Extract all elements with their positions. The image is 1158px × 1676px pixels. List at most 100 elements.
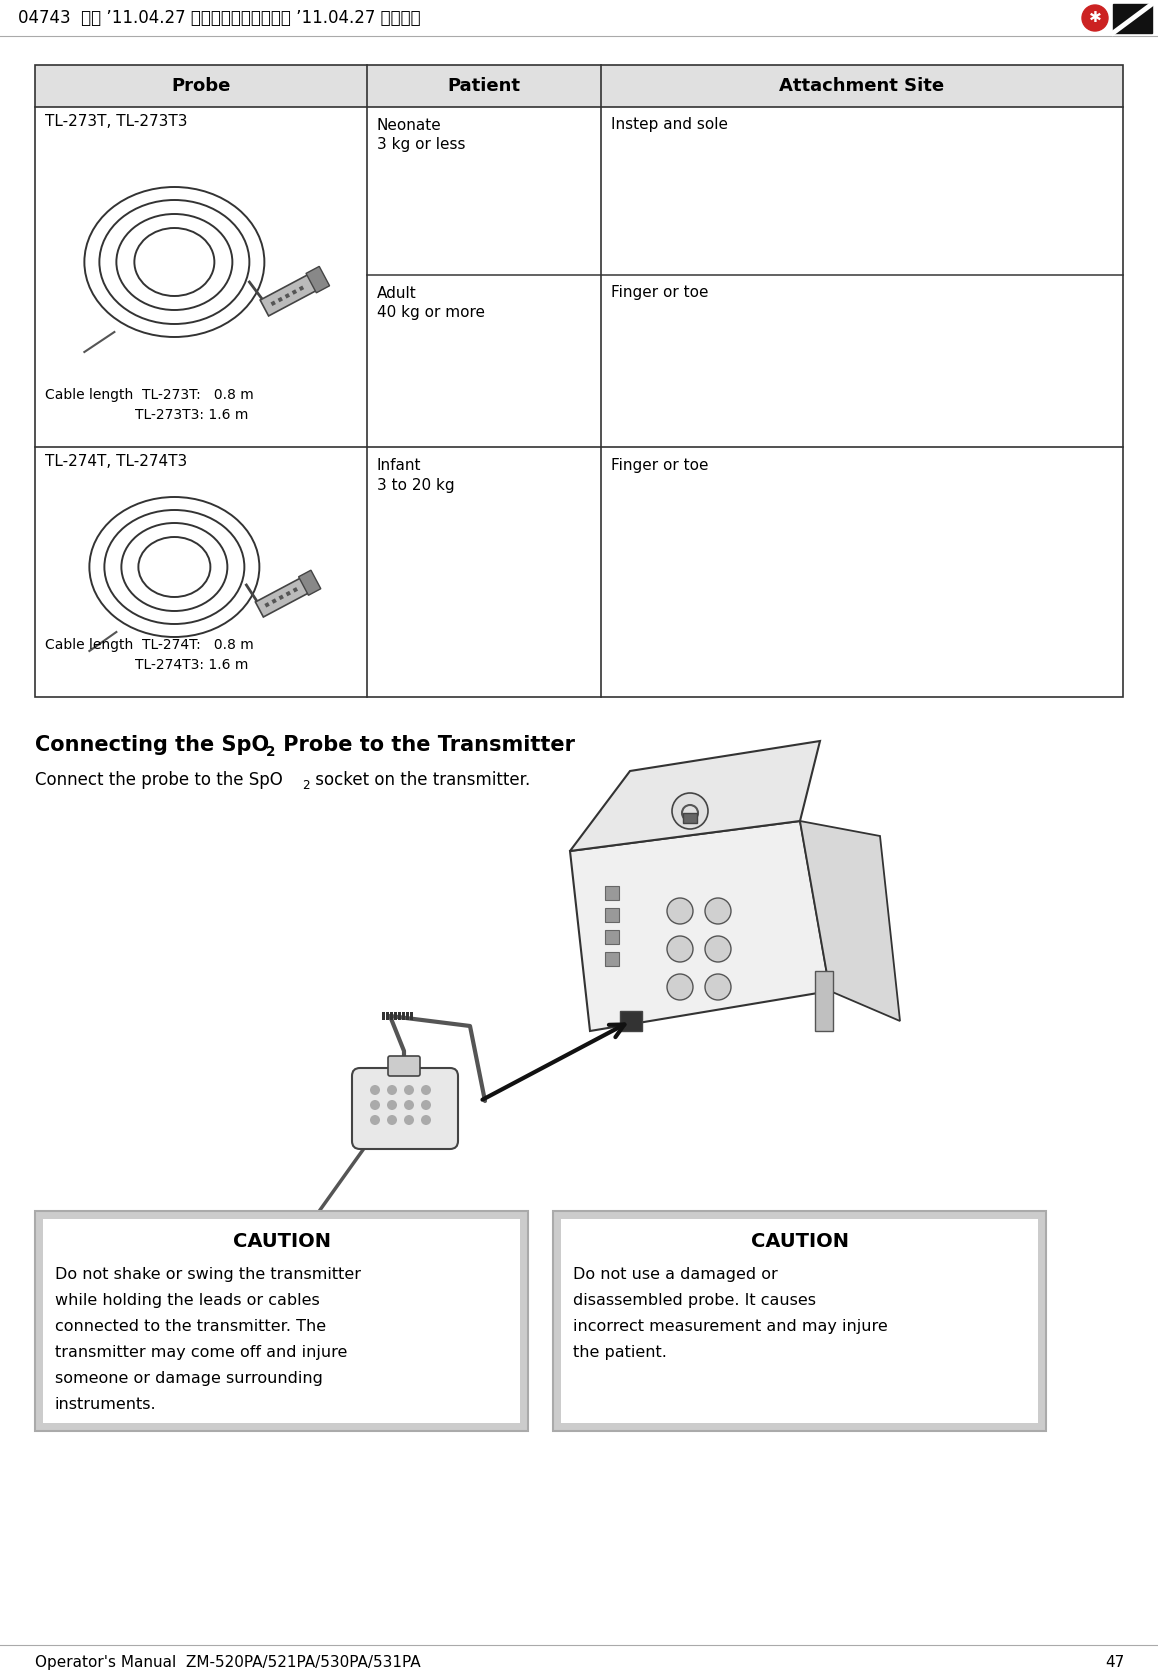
Bar xyxy=(35,65,1123,697)
Text: Probe: Probe xyxy=(171,77,230,96)
Bar xyxy=(35,1212,528,1431)
Text: TL-274T, TL-274T3: TL-274T, TL-274T3 xyxy=(45,454,188,469)
Bar xyxy=(271,598,277,603)
Bar xyxy=(293,587,298,593)
Bar xyxy=(620,1011,642,1031)
Circle shape xyxy=(404,1099,415,1110)
Circle shape xyxy=(422,1099,431,1110)
Circle shape xyxy=(387,1099,397,1110)
Text: Adult: Adult xyxy=(376,285,417,300)
Text: Cable length  TL-273T:   0.8 m: Cable length TL-273T: 0.8 m xyxy=(45,389,254,402)
Bar xyxy=(390,1012,393,1021)
Circle shape xyxy=(387,1115,397,1125)
Circle shape xyxy=(667,974,692,1001)
Text: Finger or toe: Finger or toe xyxy=(610,458,709,473)
Circle shape xyxy=(422,1084,431,1094)
Bar xyxy=(815,970,833,1031)
Bar xyxy=(410,1012,413,1021)
Text: Connecting the SpO: Connecting the SpO xyxy=(35,736,269,754)
Circle shape xyxy=(672,793,708,830)
Circle shape xyxy=(705,898,731,923)
Circle shape xyxy=(705,935,731,962)
Bar xyxy=(292,290,298,295)
Text: Operator's Manual  ZM-520PA/521PA/530PA/531PA: Operator's Manual ZM-520PA/521PA/530PA/5… xyxy=(35,1654,420,1669)
Circle shape xyxy=(1082,5,1108,30)
Text: instruments.: instruments. xyxy=(54,1398,156,1411)
Text: Cable length  TL-274T:   0.8 m: Cable length TL-274T: 0.8 m xyxy=(45,639,254,652)
Bar xyxy=(299,285,305,292)
Bar xyxy=(279,595,284,600)
Bar xyxy=(554,1212,1046,1431)
Circle shape xyxy=(371,1099,380,1110)
Polygon shape xyxy=(299,570,321,595)
Text: CAUTION: CAUTION xyxy=(233,1232,330,1250)
Circle shape xyxy=(404,1115,415,1125)
Bar xyxy=(382,1012,384,1021)
Text: 04743  作成 ’11.04.27 阿山　悠己　　　承認 ’11.04.27 真柄　睹: 04743 作成 ’11.04.27 阿山 悠己 承認 ’11.04.27 真柄… xyxy=(19,8,420,27)
Text: Infant: Infant xyxy=(376,458,422,473)
Bar xyxy=(278,297,283,302)
Bar xyxy=(406,1012,409,1021)
Text: Do not shake or swing the transmitter: Do not shake or swing the transmitter xyxy=(54,1267,361,1282)
Bar xyxy=(264,602,270,607)
FancyBboxPatch shape xyxy=(388,1056,420,1076)
FancyBboxPatch shape xyxy=(352,1068,459,1150)
Text: 3 kg or less: 3 kg or less xyxy=(376,137,466,153)
Text: disassembled probe. It causes: disassembled probe. It causes xyxy=(573,1292,816,1307)
Polygon shape xyxy=(1113,3,1152,34)
Text: TL-274T3: 1.6 m: TL-274T3: 1.6 m xyxy=(135,659,248,672)
Text: 40 kg or more: 40 kg or more xyxy=(376,305,485,320)
Bar xyxy=(604,908,620,922)
Text: TL-273T3: 1.6 m: TL-273T3: 1.6 m xyxy=(135,407,248,422)
Circle shape xyxy=(387,1084,397,1094)
Text: someone or damage surrounding: someone or damage surrounding xyxy=(54,1371,323,1386)
Circle shape xyxy=(422,1115,431,1125)
Text: Instep and sole: Instep and sole xyxy=(610,117,727,132)
Bar xyxy=(394,1012,397,1021)
Circle shape xyxy=(705,974,731,1001)
Text: CAUTION: CAUTION xyxy=(750,1232,849,1250)
Bar xyxy=(285,293,290,298)
Text: incorrect measurement and may injure: incorrect measurement and may injure xyxy=(573,1319,888,1334)
Polygon shape xyxy=(306,266,330,293)
Circle shape xyxy=(667,898,692,923)
Circle shape xyxy=(371,1115,380,1125)
Circle shape xyxy=(404,1084,415,1094)
Text: Patient: Patient xyxy=(447,77,520,96)
Bar xyxy=(261,275,317,317)
Bar xyxy=(43,1218,520,1423)
Text: 2: 2 xyxy=(266,746,276,759)
Bar xyxy=(271,300,276,307)
Text: Finger or toe: Finger or toe xyxy=(610,285,709,300)
Text: Connect the probe to the SpO: Connect the probe to the SpO xyxy=(35,771,283,789)
Bar xyxy=(398,1012,401,1021)
Polygon shape xyxy=(570,821,830,1031)
Text: while holding the leads or cables: while holding the leads or cables xyxy=(54,1292,320,1307)
Bar xyxy=(286,592,291,597)
Text: Do not use a damaged or: Do not use a damaged or xyxy=(573,1267,778,1282)
Text: the patient.: the patient. xyxy=(573,1346,667,1359)
Text: Attachment Site: Attachment Site xyxy=(779,77,945,96)
Text: socket on the transmitter.: socket on the transmitter. xyxy=(310,771,530,789)
Circle shape xyxy=(371,1084,380,1094)
Bar xyxy=(256,578,309,617)
Text: ✱: ✱ xyxy=(1089,10,1101,25)
Bar xyxy=(683,813,697,823)
Bar xyxy=(604,930,620,944)
Bar xyxy=(560,1218,1038,1423)
Bar xyxy=(386,1012,389,1021)
Polygon shape xyxy=(570,741,820,851)
Bar xyxy=(35,65,1123,107)
Bar xyxy=(604,887,620,900)
Text: 3 to 20 kg: 3 to 20 kg xyxy=(376,478,454,493)
Text: connected to the transmitter. The: connected to the transmitter. The xyxy=(54,1319,327,1334)
Text: 2: 2 xyxy=(302,779,309,793)
Polygon shape xyxy=(800,821,900,1021)
Text: Probe to the Transmitter: Probe to the Transmitter xyxy=(276,736,576,754)
Circle shape xyxy=(667,935,692,962)
Text: 47: 47 xyxy=(1106,1654,1126,1669)
Text: TL-273T, TL-273T3: TL-273T, TL-273T3 xyxy=(45,114,188,129)
Bar xyxy=(402,1012,405,1021)
Bar xyxy=(604,952,620,965)
Text: Neonate: Neonate xyxy=(376,117,441,132)
